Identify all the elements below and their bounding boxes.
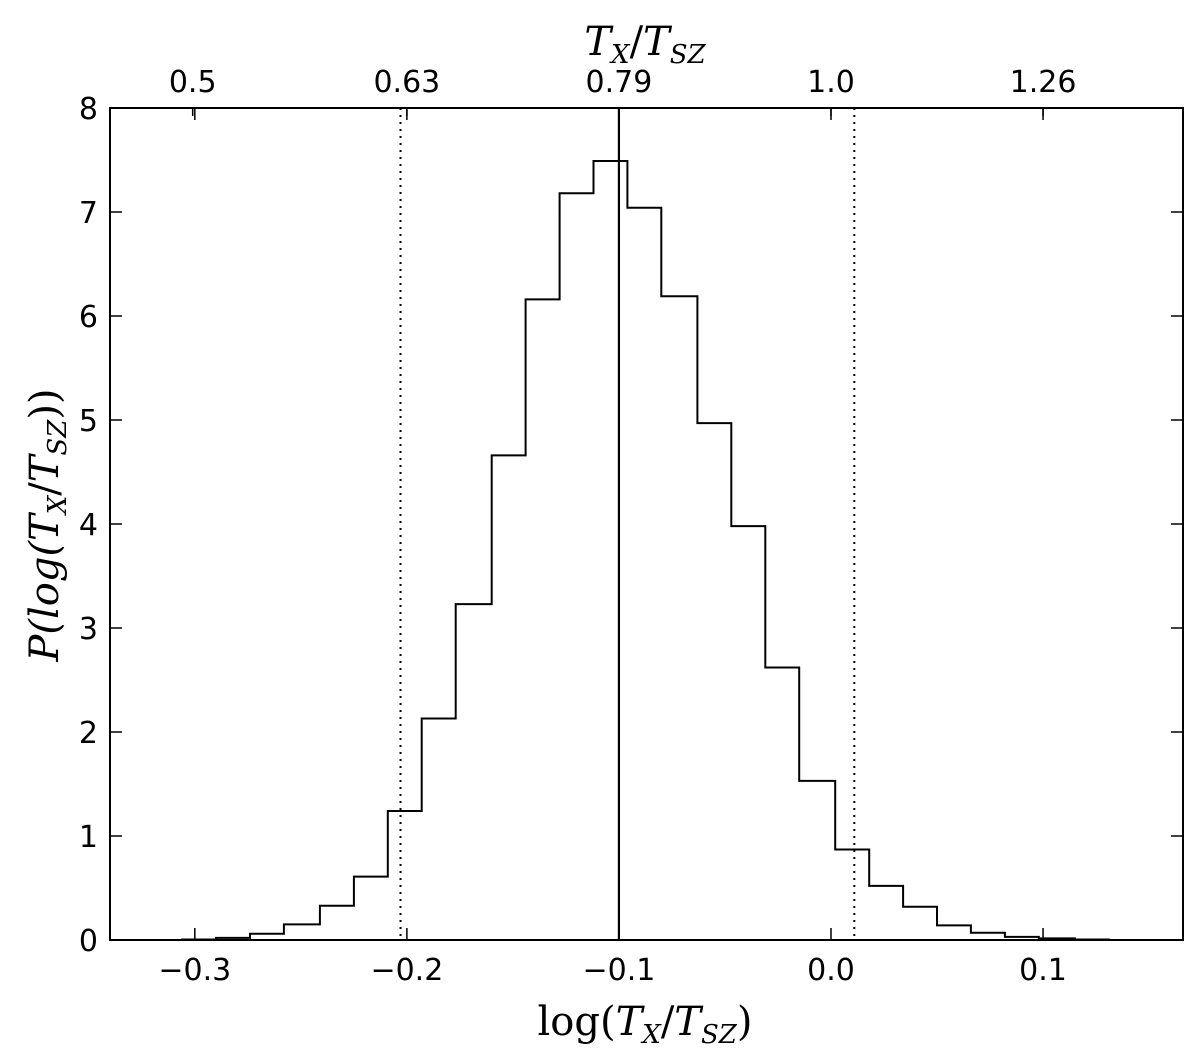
histogram-bar (354, 877, 388, 940)
histogram-bar (456, 604, 492, 940)
histogram-bar (594, 161, 628, 940)
histogram-bar (971, 933, 1005, 940)
histogram-outline (181, 160, 1110, 941)
y-tick-label: 6 (79, 300, 98, 335)
x-tick-label: 0.1 (1019, 953, 1067, 988)
histogram-bar (765, 668, 799, 941)
x-tick-label: −0.3 (158, 953, 231, 988)
histogram-bar (492, 455, 526, 940)
y-tick-label: 2 (79, 716, 98, 751)
histogram-bar (627, 208, 661, 940)
histogram-bar (284, 924, 320, 940)
top-tick-label: 0.79 (586, 65, 653, 100)
histogram-bar (526, 299, 560, 940)
top-tick-label: 0.5 (169, 65, 217, 100)
top-axis-title: TX/TSZ (584, 19, 706, 70)
y-tick-label: 4 (79, 508, 98, 543)
histogram-bar (320, 906, 354, 940)
y-axis-title: P(log(TX/TSZ)) (22, 388, 73, 662)
histogram-bar (697, 423, 731, 940)
x-tick-label: −0.1 (583, 953, 656, 988)
y-tick-label: 1 (79, 820, 98, 855)
histogram-bar (731, 526, 765, 940)
histogram-bar (937, 925, 971, 940)
y-tick-label: 7 (79, 196, 98, 231)
histogram-bar (560, 193, 594, 940)
histogram-bar (799, 781, 835, 940)
histogram-bar (835, 850, 869, 941)
y-tick-label: 3 (79, 612, 98, 647)
plot-frame (109, 107, 1184, 941)
histogram-bar (388, 811, 422, 940)
histogram-bar (869, 886, 903, 940)
x-tick-label: 0.0 (807, 953, 855, 988)
x-tick-label: −0.2 (370, 953, 443, 988)
chart-marks (181, 108, 1110, 941)
y-tick-label: 5 (79, 404, 98, 439)
histogram-bar (903, 907, 937, 940)
top-tick-label: 1.0 (807, 65, 855, 100)
histogram-bar (422, 719, 456, 941)
histogram-bar (661, 296, 697, 940)
top-tick-label: 0.63 (373, 65, 440, 100)
x-axis-title: log(TX/TSZ) (538, 999, 753, 1050)
y-tick-label: 8 (79, 92, 98, 127)
top-tick-label: 1.26 (1010, 65, 1077, 100)
chart-ticks: −0.3 −0.2 −0.1 0.0 0.1 0.5 0.63 0.79 1.0 1.26 0 1 2 3… (79, 65, 1183, 988)
y-tick-label: 0 (79, 924, 98, 959)
